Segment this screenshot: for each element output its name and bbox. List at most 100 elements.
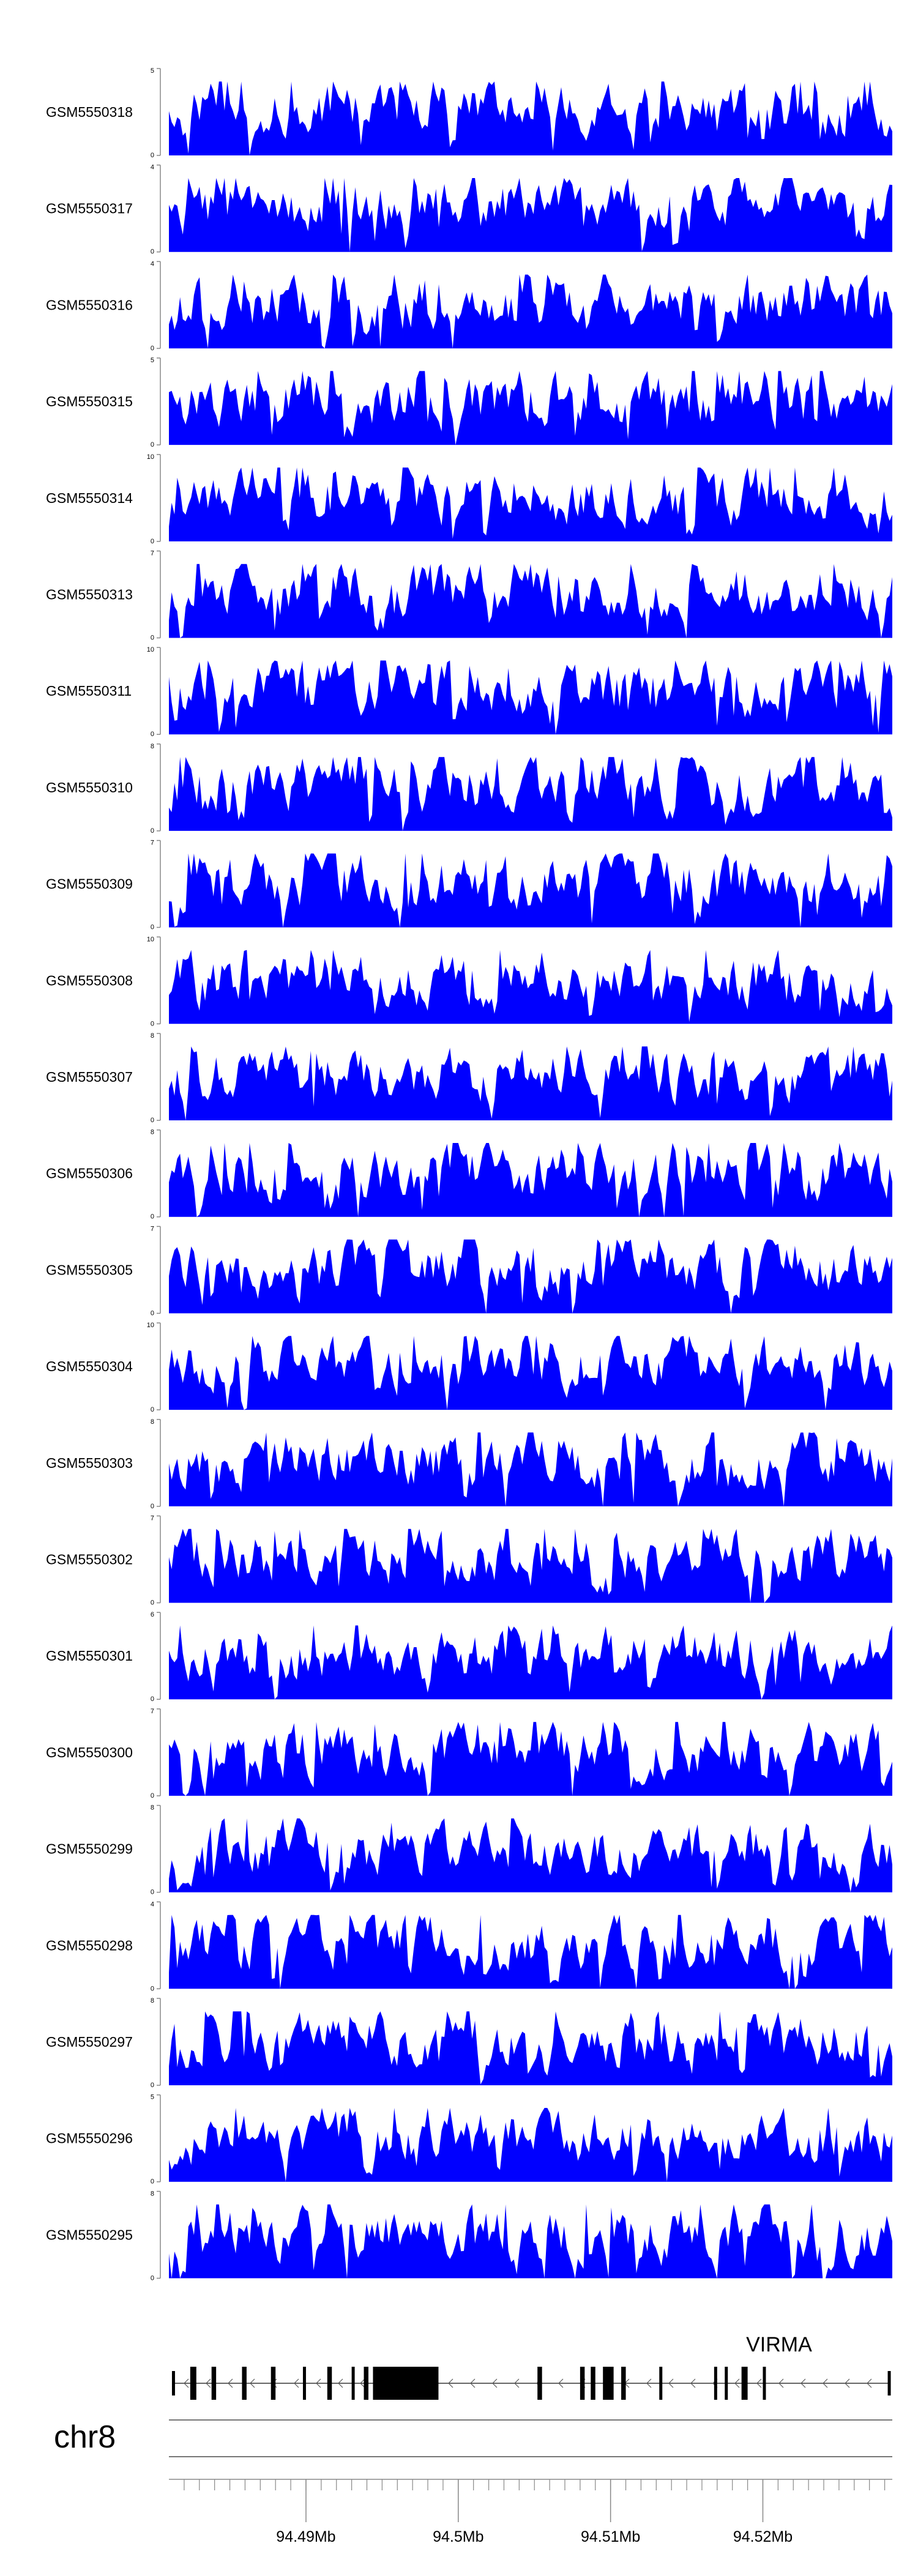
coverage-area [169,2011,892,2085]
exon [537,2367,542,2400]
track-GSM5550316: GSM5550316 4 0 [46,260,892,352]
strand-arrow [823,2378,828,2388]
track-ymax-label: 8 [151,1804,154,1812]
track-GSM5550296: GSM5550296 5 0 [46,2094,892,2186]
track-ymin-label: 0 [151,1213,154,1221]
gene-track: VIRMA [171,2333,891,2400]
exon [580,2367,585,2400]
exon [714,2367,717,2400]
gene-exons [171,2367,891,2400]
track-GSM5550295: GSM5550295 8 0 [46,2190,892,2282]
exon [211,2367,217,2400]
track-ymax-label: 10 [147,1322,154,1329]
track-label: GSM5550313 [46,587,133,603]
track-GSM5550310: GSM5550310 8 0 [46,743,892,835]
track-label: GSM5550297 [46,2034,133,2050]
track-ymax-label: 7 [151,1708,154,1715]
track-GSM5550317: GSM5550317 4 0 [46,164,892,256]
coverage-area [169,1046,892,1120]
track-ymin-label: 0 [151,1696,154,1703]
track-GSM5550315: GSM5550315 5 0 [46,357,892,449]
exon [591,2367,595,2400]
track-label: GSM5550310 [46,780,133,795]
strand-arrow [845,2378,850,2388]
track-GSM5550298: GSM5550298 4 0 [46,1900,892,1992]
track-label: GSM5550304 [46,1358,133,1374]
coverage-area [169,660,892,735]
track-GSM5550311: GSM5550311 10 0 [46,646,892,738]
strand-arrow [690,2378,696,2388]
track-GSM5550306: GSM5550306 8 0 [46,1129,892,1221]
track-label: GSM5550295 [46,2227,133,2243]
track-ymin-label: 0 [151,152,154,159]
track-ymax-label: 8 [151,2190,154,2197]
track-ymin-label: 0 [151,1599,154,1607]
track-ymin-label: 0 [151,1985,154,1992]
track-ymin-label: 0 [151,2274,154,2282]
coverage-area [169,178,892,252]
exon [621,2367,626,2400]
strand-arrow [646,2378,652,2388]
track-ymin-label: 0 [151,1117,154,1124]
strand-arrow [448,2378,453,2388]
track-label: GSM5550318 [46,104,133,120]
track-label: GSM5550309 [46,876,133,892]
exon [171,2371,175,2395]
track-label: GSM5550302 [46,1552,133,1568]
track-ymax-label: 10 [147,646,154,653]
track-ymin-label: 0 [151,1309,154,1317]
strand-arrow [228,2378,233,2388]
track-ymax-label: 8 [151,1997,154,2005]
strand-arrow [206,2378,211,2388]
track-GSM5550302: GSM5550302 7 0 [46,1515,892,1607]
coverage-area [169,1915,892,1989]
track-ymin-label: 0 [151,635,154,642]
track-GSM5550299: GSM5550299 8 0 [46,1804,892,1896]
strand-arrow [867,2378,872,2388]
track-ymax-label: 8 [151,743,154,750]
track-ymax-label: 5 [151,357,154,364]
track-label: GSM5550298 [46,1937,133,1953]
strand-arrow [316,2378,321,2388]
track-ymin-label: 0 [151,1792,154,1800]
chromosome-track: chr8 [54,2419,892,2457]
track-ymax-label: 7 [151,550,154,557]
coverage-area [169,1625,892,1700]
exon [763,2367,766,2400]
exon [364,2367,368,2400]
track-ymax-label: 7 [151,1515,154,1522]
track-label: GSM5550308 [46,972,133,988]
track-ymin-label: 0 [151,344,154,352]
coverage-area [169,371,892,445]
track-ymax-label: 5 [151,2094,154,2101]
strand-arrow [338,2378,343,2388]
track-ymax-label: 5 [151,67,154,75]
track-ymin-label: 0 [151,248,154,256]
strand-arrow [250,2378,255,2388]
track-label: GSM5550314 [46,490,133,506]
coverage-area [169,757,892,831]
strand-arrow [470,2378,476,2388]
track-ymax-label: 7 [151,1225,154,1232]
coverage-area [169,1432,892,1506]
track-GSM5550313: GSM5550313 7 0 [46,550,892,642]
coverage-area [169,1528,892,1603]
track-label: GSM5550299 [46,1841,133,1857]
track-GSM5550318: GSM5550318 5 0 [46,67,892,159]
strand-arrow [184,2378,189,2388]
coverage-area [169,1239,892,1314]
exon [887,2371,891,2395]
exon [373,2367,439,2400]
genome-axis: 94.49Mb 94.5Mb 94.51Mb 94.52Mb [169,2479,892,2545]
track-GSM5550305: GSM5550305 7 0 [46,1225,892,1317]
track-GSM5550297: GSM5550297 8 0 [46,1997,892,2089]
track-ymin-label: 0 [151,924,154,931]
exon [725,2367,728,2400]
gene-name-label: VIRMA [746,2333,812,2356]
track-label: GSM5550311 [46,683,132,699]
exon [327,2367,332,2400]
axis-tick-label: 94.5Mb [433,2528,483,2545]
axis-tick-label: 94.51Mb [581,2528,640,2545]
exon [190,2367,196,2400]
